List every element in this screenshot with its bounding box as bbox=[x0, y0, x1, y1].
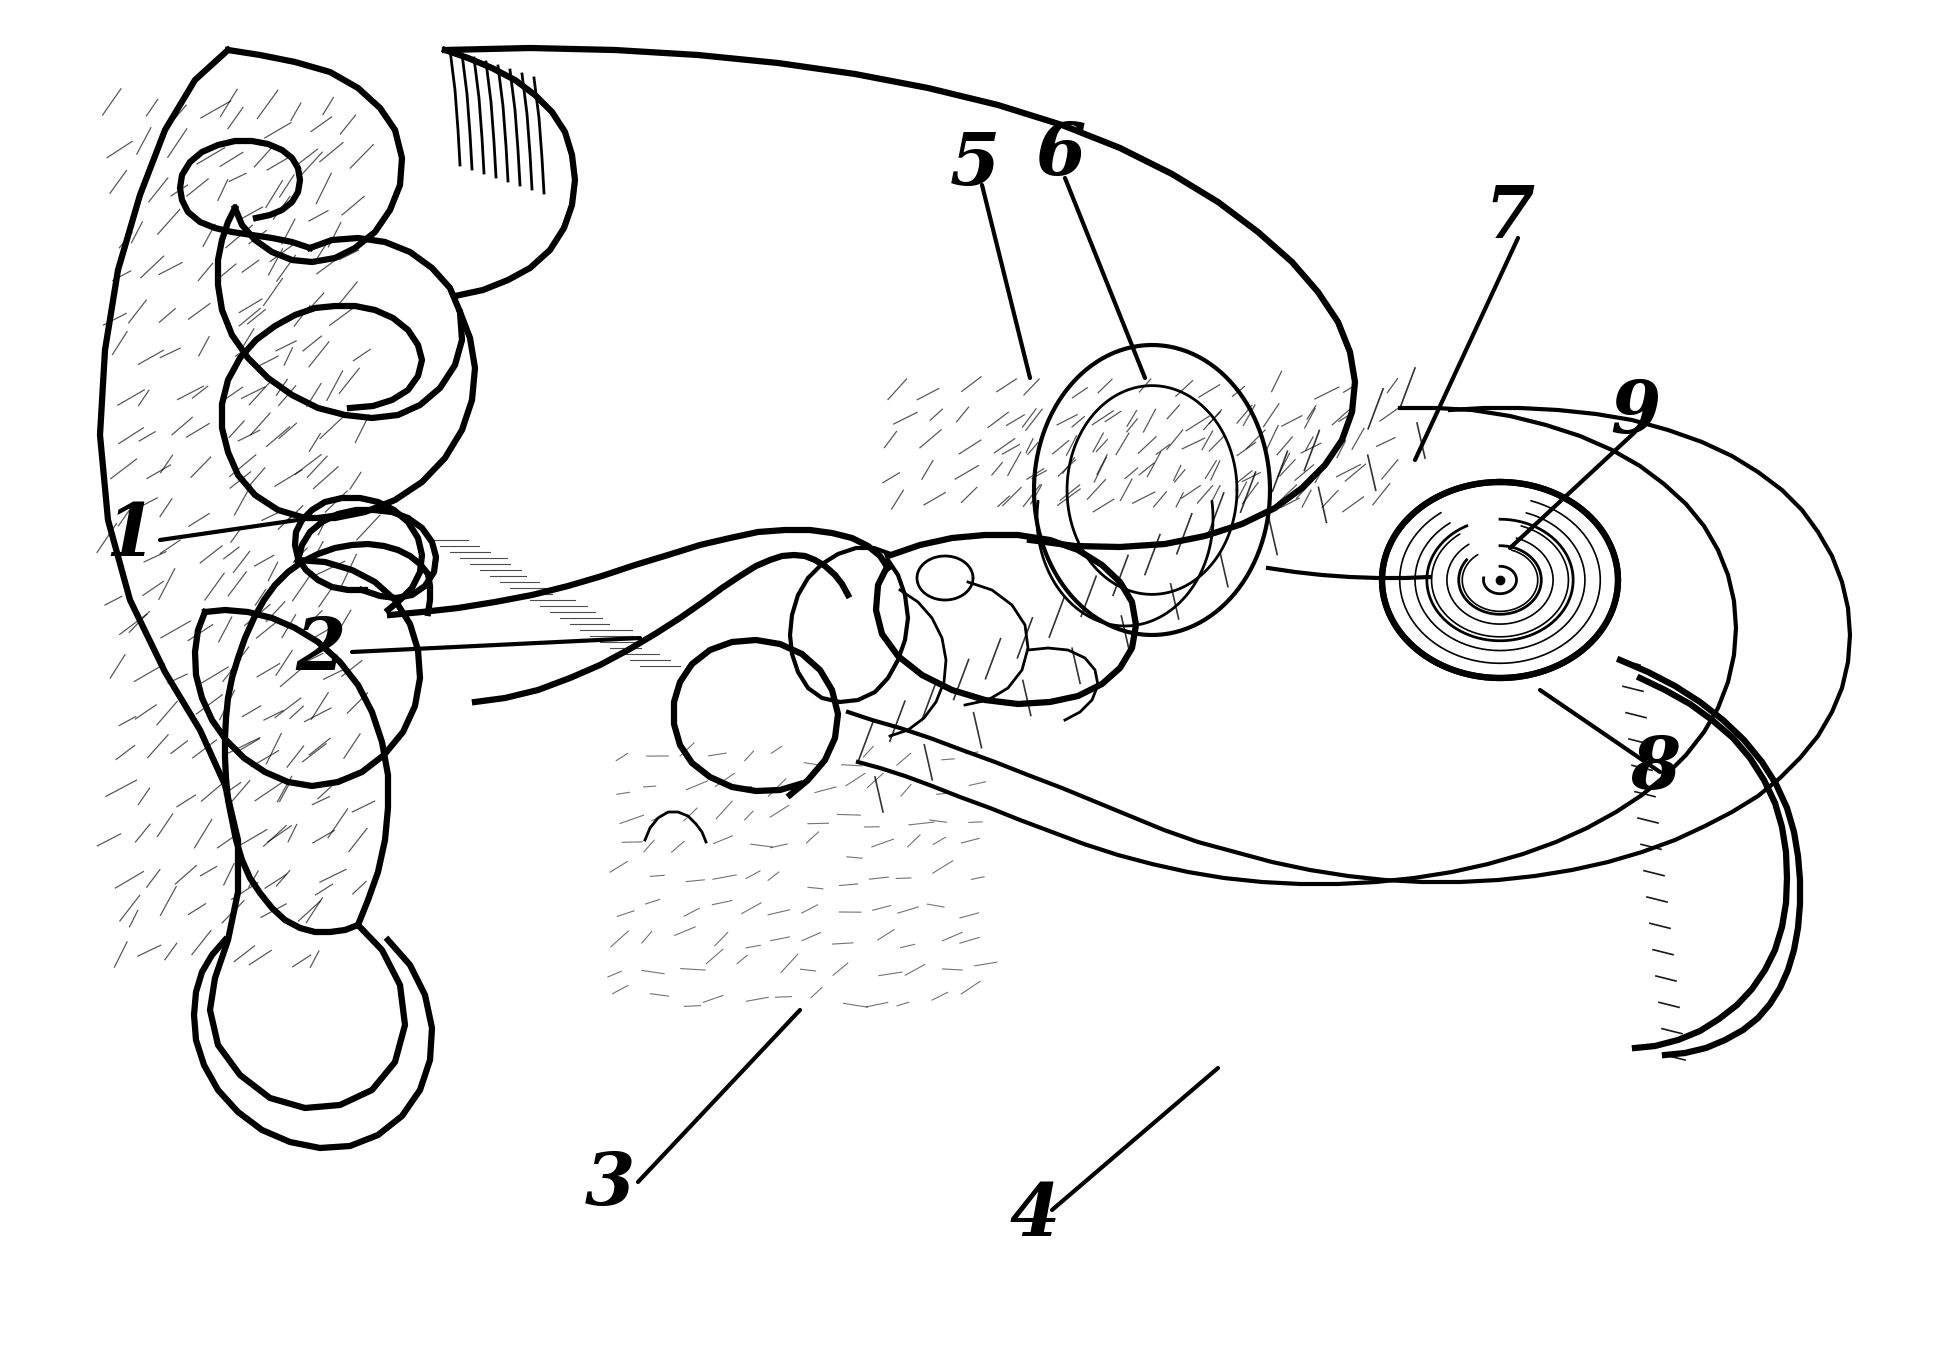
Text: 1: 1 bbox=[105, 499, 154, 570]
Text: 7: 7 bbox=[1485, 182, 1534, 253]
Text: 8: 8 bbox=[1630, 733, 1681, 804]
Text: 2: 2 bbox=[295, 615, 346, 685]
Text: 5: 5 bbox=[951, 129, 999, 200]
Text: 4: 4 bbox=[1009, 1179, 1060, 1250]
Text: 9: 9 bbox=[1610, 377, 1659, 447]
Text: 3: 3 bbox=[586, 1149, 634, 1220]
Text: 6: 6 bbox=[1035, 120, 1085, 190]
